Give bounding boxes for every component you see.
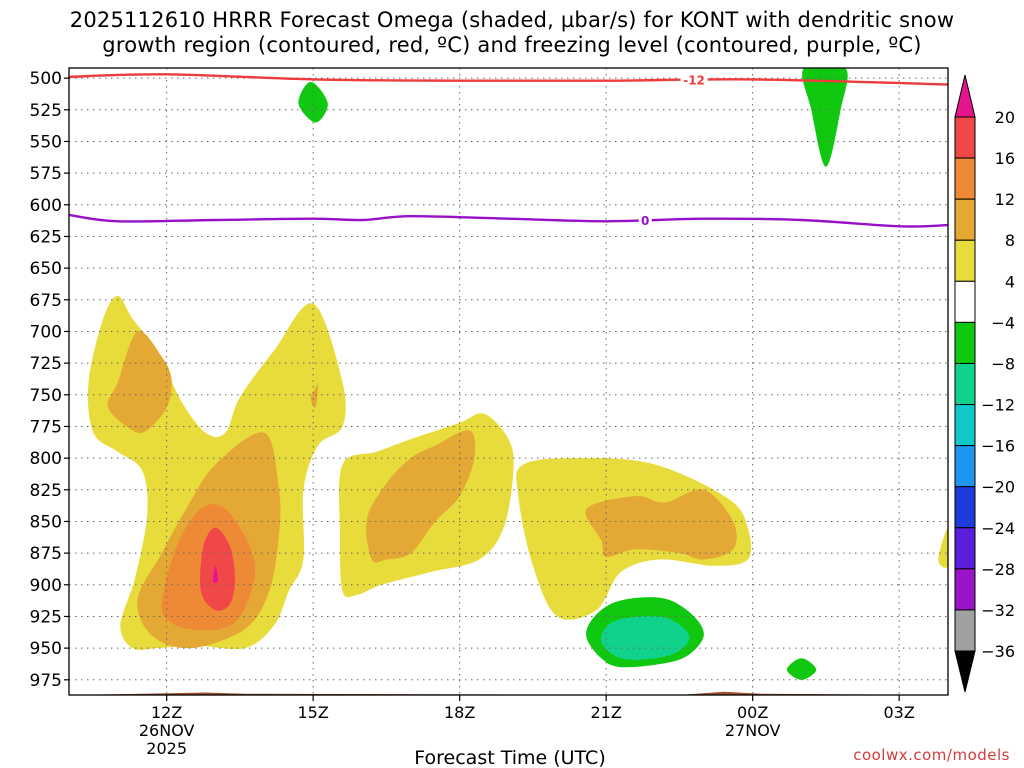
contour-label-dendritic-growth-minus12: -12: [683, 73, 705, 87]
colorbar-tick-0: 20: [995, 108, 1015, 127]
colorbar-tick-12: −32: [981, 601, 1015, 620]
y-axis: 500 525 550 575 600 625 650 675 700 725 750 775 800 8…: [30, 69, 69, 691]
colorbar-tick-10: −24: [981, 519, 1015, 538]
y-tick-label-975: 975: [30, 671, 62, 691]
colorbar-tick-5: −4: [991, 313, 1015, 332]
y-tick-label-650: 650: [30, 259, 62, 279]
contour-label-bg-freezing-level-0: [638, 213, 652, 228]
y-tick-label-850: 850: [30, 512, 62, 532]
surface-terrain: [69, 691, 948, 695]
x-axis-label: Forecast Time (UTC): [414, 747, 605, 768]
contour-label-bg-dendritic-growth-minus12: [680, 72, 708, 87]
colorbar-tick-7: −12: [981, 396, 1015, 415]
omega-region-1: [107, 330, 172, 434]
omega-region-13: [802, 68, 848, 167]
colorbar-segment-0: [954, 116, 976, 159]
omega-region-10: [585, 489, 737, 560]
plot-area: -12 0: [68, 67, 949, 696]
y-tick-label-950: 950: [30, 639, 62, 659]
omega-region-11: [938, 527, 948, 568]
y-tick-label-925: 925: [30, 607, 62, 627]
surface-ground: [69, 691, 948, 695]
colorbar-segment-4: [954, 280, 976, 323]
y-tick-label-775: 775: [30, 417, 62, 437]
omega-region-6: [213, 565, 218, 583]
colorbar-tick-2: 12: [995, 190, 1015, 209]
x-tick-label-12Z: 12Z: [151, 703, 182, 722]
y-tick-label-500: 500: [30, 69, 62, 89]
colorbar-tick-1: 16: [995, 149, 1015, 168]
colorbar-over-arrow: [954, 74, 976, 118]
colorbar-segment-7: [954, 404, 976, 447]
colorbar-tick-4: 4: [1005, 272, 1015, 291]
y-tick-label-700: 700: [30, 322, 62, 342]
y-tick-label-625: 625: [30, 227, 62, 247]
colorbar-segment-9: [954, 486, 976, 529]
grid: [69, 68, 948, 695]
colorbar-tick-11: −28: [981, 560, 1015, 579]
y-tick-label-525: 525: [30, 101, 62, 121]
plot-frame: [68, 67, 949, 696]
contour-freezing-level-0: [69, 213, 948, 228]
colorbar-segment-1: [954, 157, 976, 200]
contour-label-freezing-level-0: 0: [641, 214, 649, 228]
x-tick-label-00Z: 00Z: [737, 703, 768, 722]
x-tick-label-18Z: 18Z: [444, 703, 475, 722]
y-tick-label-900: 900: [30, 576, 62, 596]
x-tick-year-12Z: 2025: [146, 739, 187, 758]
colorbar-tick-9: −20: [981, 478, 1015, 497]
y-tick-label-750: 750: [30, 386, 62, 406]
colorbar-tick-13: −36: [981, 642, 1015, 661]
colorbar-under-arrow: [954, 650, 976, 693]
colorbar-tick-8: −16: [981, 437, 1015, 456]
colorbar-segment-11: [954, 568, 976, 611]
omega-region-15: [600, 616, 690, 660]
y-tick-label-575: 575: [30, 164, 62, 184]
x-tick-label-15Z: 15Z: [298, 703, 329, 722]
x-tick-label-03Z: 03Z: [884, 703, 915, 722]
omega-region-16: [786, 658, 817, 680]
y-tick-label-725: 725: [30, 354, 62, 374]
colorbar-tick-3: 8: [1005, 231, 1015, 250]
colorbar: 20 16 12 8 4 −4 −8 −12 −16 −20 −24 −28 −32 −36: [954, 74, 1015, 693]
y-tick-label-675: 675: [30, 291, 62, 311]
x-tick-date-00Z: 27NOV: [725, 721, 781, 740]
colorbar-segment-6: [954, 362, 976, 406]
omega-region-5: [200, 527, 235, 611]
y-tick-label-800: 800: [30, 449, 62, 469]
contour-dendritic-growth-minus12: [69, 73, 948, 86]
y-tick-label-600: 600: [30, 196, 62, 216]
omega-region-12: [298, 81, 328, 123]
colorbar-segment-8: [954, 445, 976, 488]
colorbar-segment-2: [954, 198, 976, 241]
omega-region-8: [366, 430, 476, 563]
colorbar-segment-5: [954, 321, 976, 364]
y-tick-label-550: 550: [30, 132, 62, 152]
omega-shaded-regions: [87, 68, 948, 680]
y-tick-label-875: 875: [30, 544, 62, 564]
chart-title-line-2: growth region (contoured, red, ºC) and f…: [102, 33, 921, 57]
colorbar-segment-3: [954, 239, 976, 282]
colorbar-segment-12: [954, 609, 976, 652]
x-tick-date-12Z: 26NOV: [139, 721, 195, 740]
x-tick-label-21Z: 21Z: [591, 703, 622, 722]
colorbar-tick-6: −8: [991, 354, 1015, 373]
credit-text: coolwx.com/models: [853, 746, 1010, 764]
colorbar-segment-10: [954, 527, 976, 570]
temperature-contours: -12 0: [69, 72, 948, 228]
omega-region-2: [310, 366, 319, 408]
chart-title-line-1: 2025112610 HRRR Forecast Omega (shaded, …: [70, 8, 954, 32]
y-tick-label-825: 825: [30, 481, 62, 501]
